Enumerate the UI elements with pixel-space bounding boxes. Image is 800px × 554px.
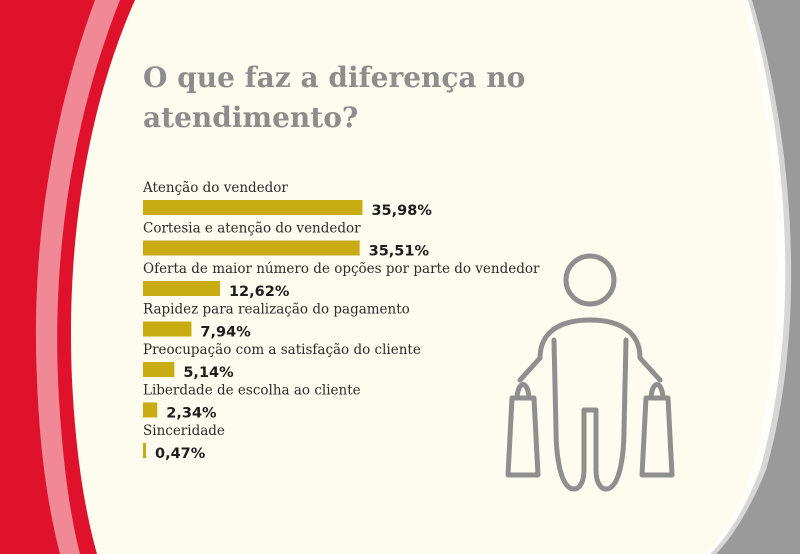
- red-swoosh-highlight: [35, 0, 120, 554]
- category-label: Sinceridade: [143, 423, 225, 439]
- value-label: 0,47%: [155, 446, 206, 462]
- red-swoosh: [0, 0, 135, 554]
- bar: [143, 200, 363, 215]
- value-label: 35,51%: [369, 244, 430, 260]
- category-label: Cortesia e atenção do vendedor: [143, 221, 361, 237]
- category-label: Atenção do vendedor: [142, 180, 288, 196]
- value-label: 35,98%: [371, 203, 432, 219]
- value-label: 7,94%: [200, 325, 251, 341]
- value-label: 2,34%: [166, 406, 217, 422]
- bar: [143, 281, 220, 296]
- category-label: Liberdade de escolha ao cliente: [143, 383, 361, 399]
- shopper-with-bags-icon: [505, 253, 675, 492]
- category-label: Rapidez para realização do pagamento: [143, 302, 410, 318]
- value-label: 5,14%: [183, 365, 234, 381]
- bar: [143, 362, 175, 377]
- value-label: 12,62%: [229, 284, 290, 300]
- bar: [143, 321, 192, 337]
- category-label: Preocupação com a satisfação do cliente: [143, 342, 421, 358]
- chart-title: O que faz a diferença no atendimento?: [143, 61, 526, 134]
- category-label: Oferta de maior número de opções por par…: [143, 261, 540, 277]
- bar: [143, 240, 360, 256]
- bar: [143, 443, 146, 458]
- bar: [143, 402, 158, 418]
- gray-swoosh-highlight: [706, 0, 792, 554]
